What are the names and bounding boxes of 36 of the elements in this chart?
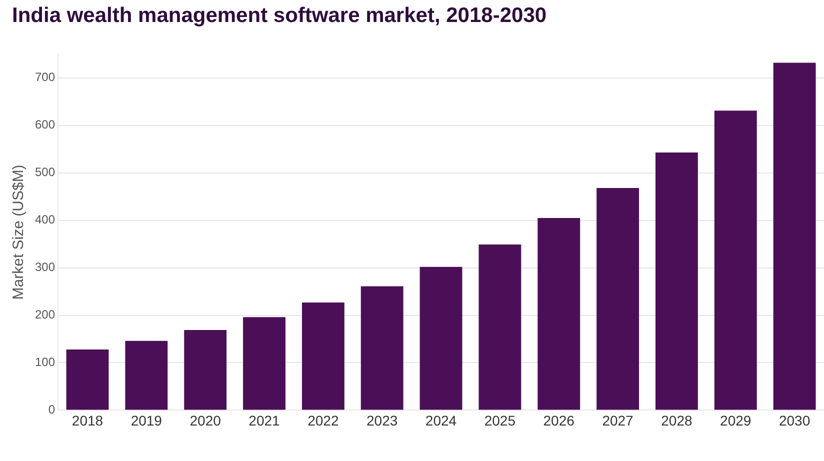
bar (478, 244, 522, 410)
bar (66, 349, 109, 410)
x-tick-label: 2029 (720, 412, 752, 428)
y-tick-label: 300 (34, 260, 56, 274)
y-tick-label: 400 (34, 212, 56, 227)
y-axis-title: Market Size (US$M) (10, 164, 28, 300)
bar (538, 218, 580, 410)
bar (773, 62, 816, 410)
x-tick-label: 2021 (248, 412, 280, 428)
y-tick-label: 100 (34, 355, 56, 370)
x-tick-label: 2030 (778, 412, 810, 428)
x-tick-label: 2026 (543, 412, 575, 428)
bar (243, 317, 286, 410)
bar (714, 110, 757, 410)
y-tick-label: 600 (34, 118, 56, 132)
chart-title: India wealth management software market, 2018-2030 (12, 4, 547, 28)
bar (360, 286, 404, 410)
x-tick-label: 2020 (190, 412, 222, 428)
y-tick-label: 700 (34, 70, 56, 84)
bar (302, 302, 344, 410)
y-tick-label: 0 (48, 402, 56, 417)
x-tick-label: 2027 (602, 412, 634, 428)
x-tick-label: 2023 (366, 412, 398, 428)
bar (420, 266, 462, 410)
x-tick-label: 2028 (661, 412, 692, 428)
x-tick-label: 2024 (425, 412, 457, 428)
x-tick-label: 2019 (130, 412, 162, 428)
bar (596, 188, 639, 410)
bar (184, 330, 227, 410)
x-tick-label: 2018 (72, 412, 104, 428)
x-tick-label: 2025 (484, 412, 516, 428)
y-tick-label: 200 (34, 308, 56, 322)
bar (125, 340, 168, 410)
bar (655, 152, 698, 410)
y-tick-label: 500 (34, 165, 56, 180)
x-tick-label: 2022 (308, 412, 339, 428)
